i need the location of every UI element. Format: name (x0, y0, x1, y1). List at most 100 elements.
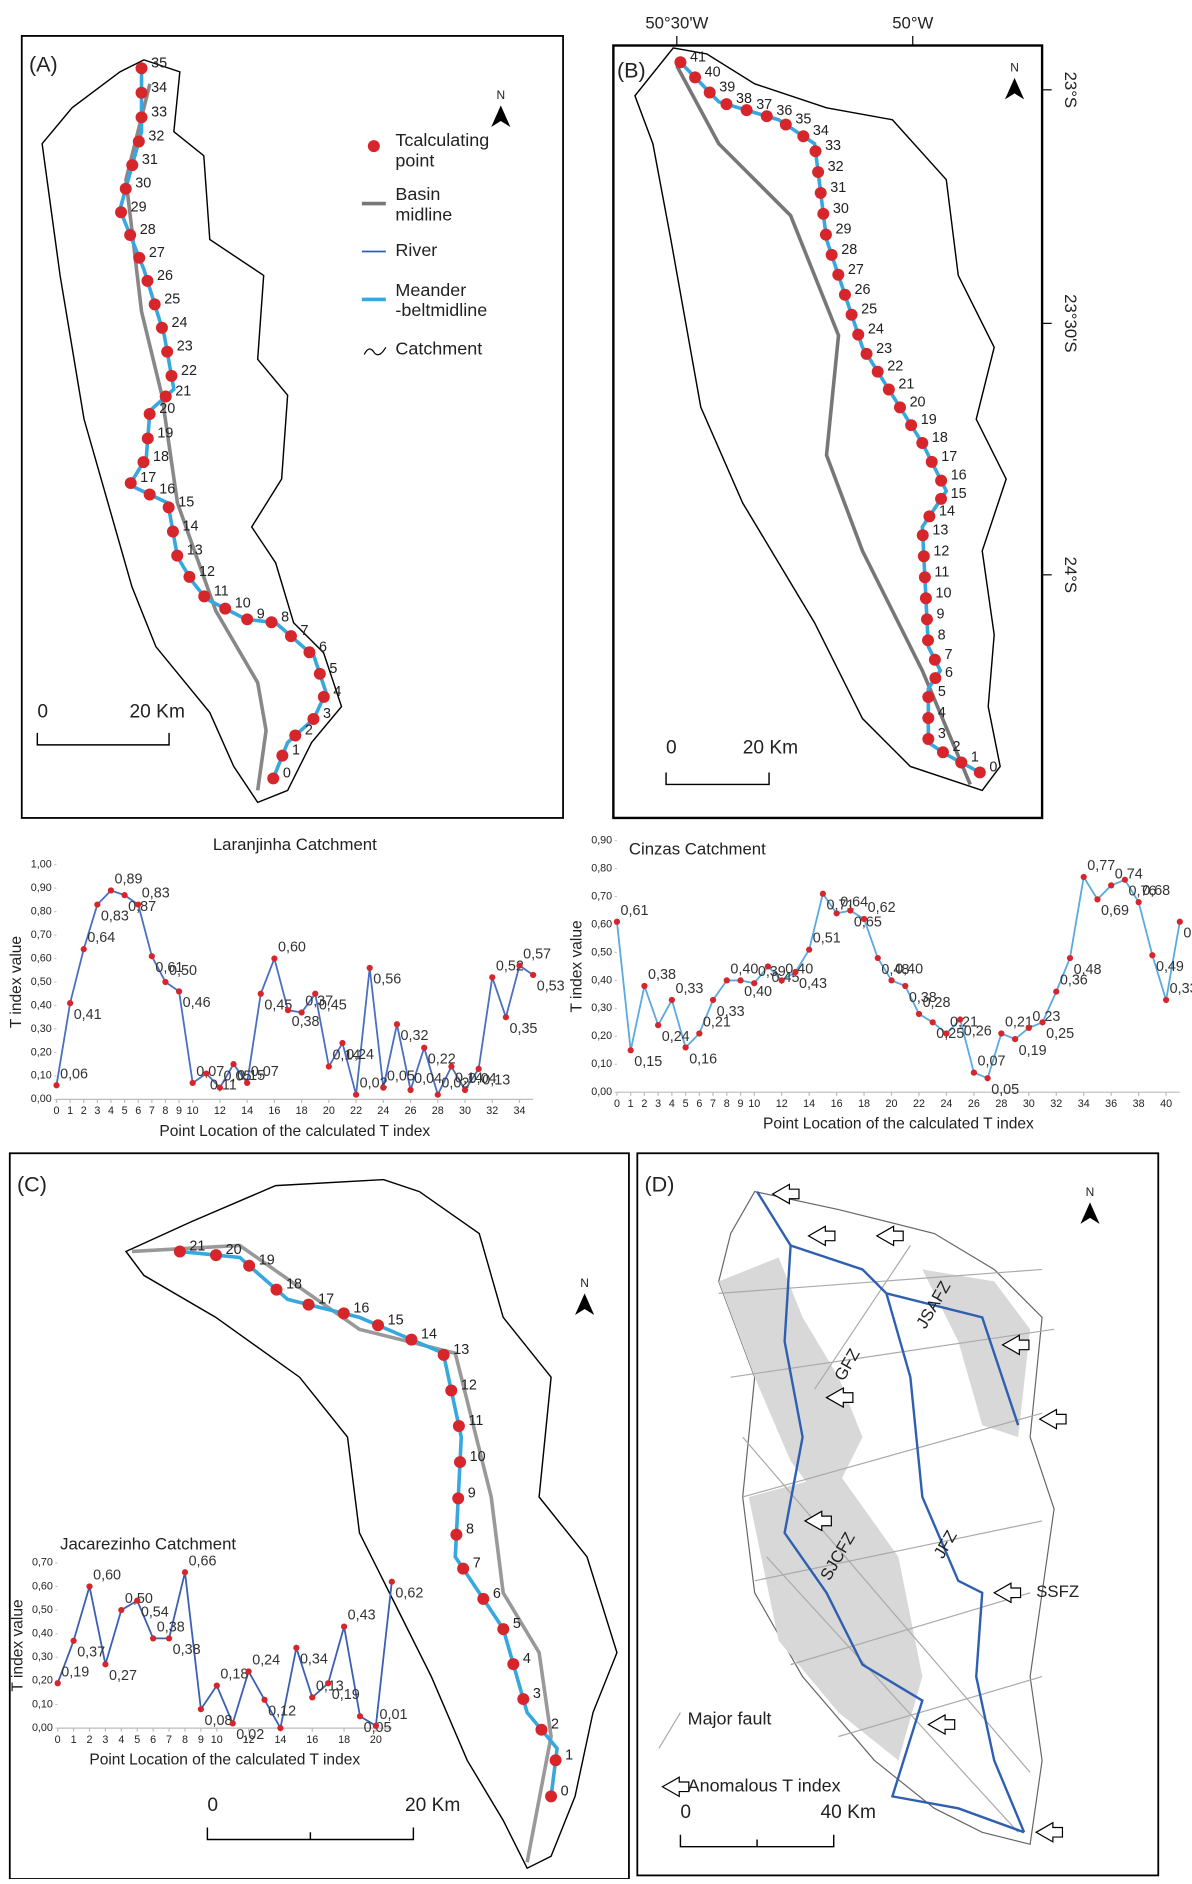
calc-point (162, 501, 175, 514)
point-label: 20 (910, 394, 926, 410)
point-label: 23 (876, 341, 892, 357)
value-label: 0,27 (109, 1668, 137, 1684)
point-label: 9 (257, 606, 265, 622)
calc-point (825, 248, 838, 261)
value-label: 0,19 (1019, 1043, 1047, 1059)
point-label: 31 (830, 180, 846, 196)
value-label: 0,05 (224, 1069, 252, 1085)
y-axis-label: T index value (569, 920, 586, 1012)
chart-title: Jacarezinho Catchment (60, 1534, 236, 1553)
value-label: 0,62 (868, 900, 896, 916)
point (1094, 896, 1101, 903)
x-tick-label: 5 (122, 1105, 128, 1117)
point (970, 1069, 978, 1076)
calc-point (135, 62, 148, 75)
x-tick-label: 9 (198, 1734, 204, 1746)
point (407, 1086, 414, 1094)
x-tick-label: 4 (669, 1098, 675, 1110)
point-label: 6 (493, 1586, 501, 1602)
x-tick-label: 36 (1105, 1098, 1117, 1110)
value-label: 0,24 (346, 1047, 374, 1063)
point (66, 1000, 74, 1007)
point-label: 41 (690, 49, 706, 65)
value-label: 0,15 (237, 1068, 265, 1084)
calc-point (276, 749, 289, 762)
point-label: 5 (329, 661, 337, 677)
point (372, 1722, 380, 1729)
calc-point (317, 690, 330, 703)
calc-point (720, 98, 733, 111)
x-tick-label: 12 (243, 1734, 255, 1746)
point (148, 953, 155, 960)
panel-frame (636, 1152, 1160, 1877)
point (102, 1661, 109, 1668)
calc-point (155, 321, 168, 334)
calc-point (452, 1420, 465, 1432)
x-tick-label: 7 (710, 1098, 716, 1110)
y-tick-label: 0,30 (591, 1002, 612, 1014)
coord-ticks (676, 35, 1052, 576)
value-label: 0,15 (634, 1054, 662, 1070)
value-label: 0,13 (316, 1678, 344, 1694)
point (53, 1082, 60, 1089)
panel-frame (612, 44, 1044, 820)
y-tick-label: 0,30 (31, 1023, 52, 1035)
point-label: 33 (825, 138, 841, 154)
value-label: 0,02 (441, 1076, 469, 1092)
x-tick-label: 12 (214, 1105, 226, 1117)
calc-point (405, 1333, 418, 1346)
point-label: 17 (140, 470, 156, 486)
legend-label: Meander (395, 280, 466, 300)
point-label: 19 (921, 412, 937, 428)
value-label: 0,48 (1074, 962, 1102, 978)
calc-point (973, 766, 986, 779)
calc-point (303, 646, 316, 659)
point-label: 0 (561, 1783, 569, 1799)
y-tick-label: 0,80 (31, 905, 52, 917)
point (902, 982, 909, 990)
basin-midline (131, 1243, 553, 1863)
point-label: 20 (159, 401, 175, 417)
x-tick-label: 32 (1050, 1098, 1062, 1110)
calc-point (135, 86, 148, 99)
value-label: 0,40 (785, 961, 813, 977)
scale-label: 20 Km (405, 1795, 460, 1816)
calc-point (284, 630, 297, 643)
point-label: 15 (951, 486, 967, 502)
point-label: 8 (466, 1522, 474, 1538)
x-tick-label: 10 (187, 1105, 199, 1117)
value-label: 0,83 (142, 886, 170, 902)
scale-label: 0 (666, 738, 677, 759)
panel-label: (B) (617, 58, 646, 83)
x-tick-label: 4 (118, 1734, 124, 1746)
value-label: 0,05 (991, 1082, 1019, 1098)
point (230, 1061, 237, 1068)
point-label: 4 (333, 684, 341, 700)
point (461, 1086, 469, 1094)
point-label: 34 (813, 123, 829, 139)
scale-label: 0 (37, 702, 48, 723)
point-label: 19 (259, 1253, 275, 1269)
point (293, 1644, 300, 1651)
point (627, 1047, 634, 1054)
calc-point (838, 288, 851, 301)
point-label: 8 (281, 609, 289, 625)
calc-point (535, 1723, 548, 1736)
point-label: 12 (199, 564, 215, 580)
coord-label: 23°S (1061, 72, 1080, 109)
x-tick-label: 7 (149, 1105, 155, 1117)
value-label: 0,02 (236, 1727, 264, 1743)
shaded-area (718, 1257, 863, 1509)
legend-label: Basin (395, 184, 440, 204)
calc-point (852, 328, 865, 341)
value-label: 0,05 (387, 1069, 415, 1085)
calc-point (159, 390, 172, 403)
value-label: 0,38 (173, 1642, 201, 1658)
y-tick-label: 0,30 (32, 1651, 53, 1663)
calc-point (166, 525, 179, 538)
point (325, 1680, 332, 1687)
point (1053, 988, 1060, 995)
point-label: 4 (938, 705, 946, 721)
chart-title: Laranjinha Catchment (213, 835, 377, 854)
value-label: 0,01 (379, 1707, 407, 1723)
